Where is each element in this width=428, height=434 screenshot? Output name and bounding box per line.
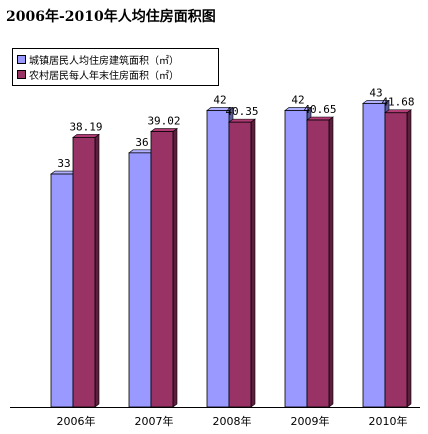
chart-legend: 城镇居民人均住房建筑面积（㎡） 农村居民每人年末住房面积（㎡） — [12, 48, 219, 86]
bar-rural-4-side — [406, 109, 412, 408]
bar-rural-4 — [384, 112, 408, 408]
value-label-rural-0: 38.19 — [69, 120, 102, 133]
legend-item-rural: 农村居民每人年末住房面积（㎡） — [17, 67, 218, 82]
x-tick-label-3: 2009年 — [291, 414, 330, 428]
legend-label-urban: 城镇居民人均住房建筑面积（㎡） — [29, 56, 179, 67]
bar-urban-2 — [206, 110, 230, 408]
bar-rural-0-side — [94, 133, 100, 408]
value-label-urban-2: 42 — [213, 93, 226, 106]
legend-swatch-urban — [17, 55, 26, 64]
bar-rural-2 — [228, 121, 252, 408]
chart-title: 2006年-2010年人均住房面积图 — [6, 9, 216, 25]
bar-rural-1-top — [150, 128, 178, 132]
x-tick-label-1: 2007年 — [135, 414, 174, 428]
value-label-urban-0: 33 — [57, 157, 70, 170]
legend-label-rural: 农村居民每人年末住房面积（㎡） — [29, 71, 179, 82]
bar-rural-3-side — [328, 116, 334, 408]
bar-rural-3 — [306, 119, 330, 408]
legend-item-urban: 城镇居民人均住房建筑面积（㎡） — [17, 52, 218, 67]
bar-rural-2-side — [250, 118, 256, 408]
value-label-urban-4: 43 — [369, 86, 382, 99]
bar-rural-4-top — [384, 109, 412, 114]
legend-swatch-rural — [17, 70, 26, 79]
bar-urban-1 — [128, 152, 152, 408]
bar-rural-2-top — [228, 118, 256, 123]
value-label-urban-1: 36 — [135, 136, 148, 149]
value-label-rural-3: 40.65 — [303, 103, 336, 116]
value-label-rural-4: 41.68 — [381, 96, 414, 109]
x-tick-label-4: 2010年 — [369, 414, 408, 428]
value-label-urban-3: 42 — [291, 93, 304, 106]
bar-urban-0 — [50, 173, 74, 408]
bar-rural-0-top — [72, 134, 100, 138]
bar-urban-3 — [284, 110, 308, 408]
value-label-rural-1: 39.02 — [147, 115, 180, 128]
value-label-rural-2: 40.35 — [225, 105, 258, 118]
bar-rural-0 — [72, 136, 96, 408]
bar-rural-3-top — [306, 116, 334, 121]
bar-rural-1-side — [172, 127, 178, 408]
x-tick-label-2: 2008年 — [213, 414, 252, 428]
bar-rural-1 — [150, 131, 174, 408]
bar-urban-4 — [362, 103, 386, 408]
x-tick-label-0: 2006年 — [57, 414, 96, 428]
